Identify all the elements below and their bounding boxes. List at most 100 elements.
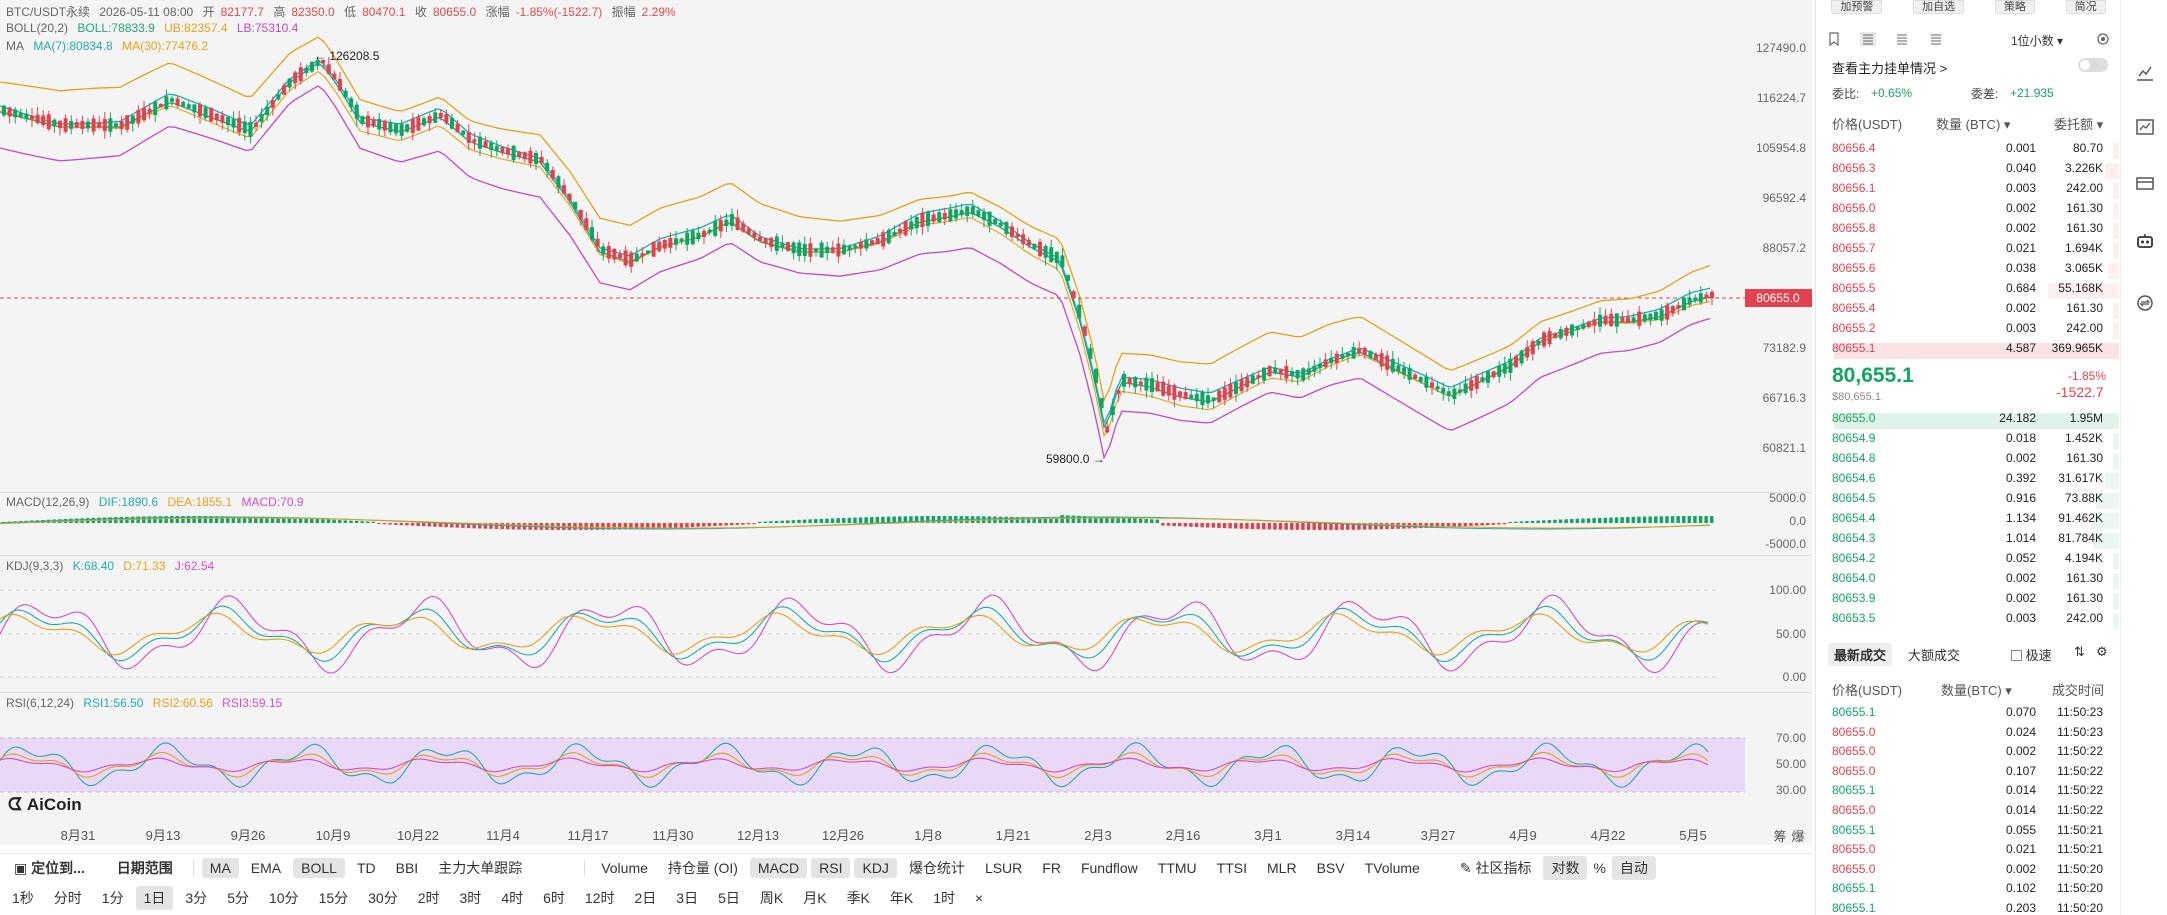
indicator-kdj[interactable]: KDJ	[854, 857, 897, 878]
fast-mode-checkbox[interactable]: 极速	[2011, 645, 2052, 664]
percent-scale-button[interactable]: %	[1593, 859, 1606, 876]
trade-settings-icon[interactable]: ⚙	[2096, 644, 2108, 659]
interval-9[interactable]: 2时	[417, 890, 440, 906]
robot-icon[interactable]	[2135, 231, 2155, 251]
indicator-liquidation[interactable]: 爆仓统计	[908, 859, 965, 876]
log-scale-button[interactable]: 对数	[1543, 855, 1588, 880]
interval-19[interactable]: 季K	[846, 890, 870, 906]
ask-row[interactable]: 80655.1 4.587 369.965K	[1816, 341, 2121, 361]
indicator-volume[interactable]: Volume	[601, 859, 648, 876]
pane-separator[interactable]	[0, 555, 1812, 556]
bookmark-icon[interactable]	[1826, 32, 1842, 46]
ma-legend[interactable]: MA MA(7):80834.8 MA(30):77476.2	[6, 39, 214, 53]
ask-row[interactable]: 80656.1 0.003 242.00	[1816, 181, 2121, 201]
boll-legend[interactable]: BOLL(20,2) BOLL:78833.9 UB:82357.4 LB:75…	[6, 21, 304, 35]
interval-1[interactable]: 分时	[53, 890, 82, 906]
strategy-button[interactable]: 策略	[1994, 0, 2035, 14]
add-alert-button[interactable]: 加预警	[1831, 0, 1883, 14]
interval-8[interactable]: 30分	[368, 890, 398, 906]
ask-row[interactable]: 80655.8 0.002 161.30	[1816, 221, 2121, 241]
interval-16[interactable]: 5日	[718, 890, 740, 906]
chart-line-icon[interactable]	[2135, 62, 2155, 82]
main-orders-toggle[interactable]	[2078, 58, 2108, 72]
ask-row[interactable]: 80656.4 0.001 80.70	[1816, 141, 2121, 161]
interval-4[interactable]: 3分	[185, 890, 208, 906]
interval-5[interactable]: 5分	[227, 890, 249, 906]
indicator-tvolume[interactable]: TVolume	[1364, 859, 1420, 876]
interval-11[interactable]: 4时	[501, 890, 524, 906]
tab-latest-trades[interactable]: 最新成交	[1828, 643, 1893, 666]
interval-2[interactable]: 1分	[101, 890, 124, 906]
indicator-fundflow[interactable]: Fundflow	[1080, 859, 1138, 876]
indicator-boll[interactable]: BOLL	[293, 857, 345, 878]
indicator-lsur[interactable]: LSUR	[984, 859, 1023, 876]
card-icon[interactable]	[2135, 173, 2155, 193]
interval-3[interactable]: 1日	[135, 886, 174, 910]
bid-row[interactable]: 80653.5 0.003 242.00	[1816, 611, 2121, 631]
interval-15[interactable]: 3日	[676, 890, 699, 906]
bid-row[interactable]: 80654.6 0.392 31.617K	[1816, 471, 2121, 491]
boll-name[interactable]: BOLL(20,2)	[6, 21, 69, 35]
date-range-button[interactable]: 日期范围	[116, 859, 173, 876]
interval-13[interactable]: 12时	[584, 890, 615, 906]
tab-large-trades[interactable]: 大额成交	[1908, 648, 1961, 663]
indicator-bsv[interactable]: BSV	[1316, 859, 1345, 876]
indicator-bbi[interactable]: BBI	[395, 859, 419, 876]
ask-row[interactable]: 80655.5 0.684 55.168K	[1816, 281, 2121, 301]
bid-row[interactable]: 80654.5 0.916 73.88K	[1816, 491, 2121, 511]
rsi-name[interactable]: RSI(6,12,24)	[6, 696, 75, 710]
kline-chart[interactable]: 127490.0 116224.7 105954.8 96592.4 88057.2 73…	[0, 0, 1812, 845]
bid-row[interactable]: 80654.8 0.002 161.30	[1816, 451, 2121, 471]
orderbook-both-icon[interactable]	[1860, 32, 1876, 46]
interval-0[interactable]: 1秒	[12, 890, 34, 906]
ask-row[interactable]: 80655.7 0.021 1.694K	[1816, 241, 2121, 261]
interval-22[interactable]: ×	[975, 890, 984, 906]
kdj-legend[interactable]: KDJ(9,3,3) K:68.40 D:71.33 J:62.54	[6, 559, 220, 573]
overview-button[interactable]: 简况	[2065, 0, 2106, 14]
bid-row[interactable]: 80654.9 0.018 1.452K	[1816, 431, 2121, 451]
auto-scale-button[interactable]: 自动	[1611, 855, 1656, 880]
bid-row[interactable]: 80653.9 0.002 161.30	[1816, 591, 2121, 611]
locate-button[interactable]: ▣ 定位到...	[6, 856, 93, 880]
interval-20[interactable]: 年K	[889, 890, 914, 906]
indicator-main-order[interactable]: 主力大单跟踪	[438, 859, 523, 876]
bid-row[interactable]: 80654.2 0.052 4.194K	[1816, 551, 2121, 571]
rsi-legend[interactable]: RSI(6,12,24) RSI1:56.50 RSI2:60.56 RSI3:…	[6, 696, 288, 710]
chart-box-icon[interactable]	[2135, 117, 2155, 137]
orderbook-bids-icon[interactable]	[1928, 32, 1944, 46]
bid-row[interactable]: 80655.0 24.182 1.95M	[1816, 411, 2121, 431]
ask-row[interactable]: 80656.3 0.040 3.226K	[1816, 161, 2121, 181]
orderbook-asks-icon[interactable]	[1894, 32, 1910, 46]
indicator-ma[interactable]: MA	[201, 857, 239, 878]
kdj-name[interactable]: KDJ(9,3,3)	[6, 559, 64, 573]
indicator-oi[interactable]: 持仓量 (OI)	[667, 859, 738, 876]
macd-legend[interactable]: MACD(12,26,9) DIF:1890.6 DEA:1855.1 MACD…	[6, 495, 310, 509]
bid-row[interactable]: 80654.4 1.134 91.462K	[1816, 511, 2121, 531]
interval-12[interactable]: 6时	[543, 890, 565, 906]
ask-row[interactable]: 80656.0 0.002 161.30	[1816, 201, 2121, 221]
circle-arrows-icon[interactable]	[2135, 293, 2155, 313]
indicator-ema[interactable]: EMA	[250, 859, 282, 876]
ob-header-qty[interactable]: 数量 (BTC) ▾	[1936, 114, 2010, 133]
trade-header-qty[interactable]: 数量(BTC) ▾	[1941, 680, 2012, 699]
indicator-ttsi[interactable]: TTSI	[1216, 859, 1248, 876]
ask-row[interactable]: 80655.6 0.038 3.065K	[1816, 261, 2121, 281]
settings-icon[interactable]	[2096, 32, 2110, 46]
interval-21[interactable]: 1时	[933, 890, 956, 906]
add-favorite-button[interactable]: 加自选	[1913, 0, 1965, 14]
indicator-td[interactable]: TD	[356, 859, 376, 876]
interval-17[interactable]: 周K	[759, 890, 784, 906]
community-indicator-button[interactable]: ✎ 社区指标	[1452, 856, 1540, 880]
interval-18[interactable]: 月K	[803, 890, 827, 906]
indicator-macd[interactable]: MACD	[749, 857, 808, 878]
macd-name[interactable]: MACD(12,26,9)	[6, 495, 90, 509]
main-orders-link[interactable]: 查看主力挂单情况 >	[1832, 61, 1948, 76]
bid-row[interactable]: 80654.3 1.014 81.784K	[1816, 531, 2121, 551]
interval-14[interactable]: 2日	[634, 890, 657, 906]
ma-name[interactable]: MA	[6, 39, 24, 53]
decimals-select[interactable]: 1位小数 ▾	[2011, 32, 2063, 49]
chart-area[interactable]: 127490.0 116224.7 105954.8 96592.4 88057.2 73…	[0, 0, 1812, 845]
bid-row[interactable]: 80654.0 0.002 161.30	[1816, 571, 2121, 591]
indicator-ttmu[interactable]: TTMU	[1157, 859, 1197, 876]
pane-separator[interactable]	[0, 492, 1812, 493]
